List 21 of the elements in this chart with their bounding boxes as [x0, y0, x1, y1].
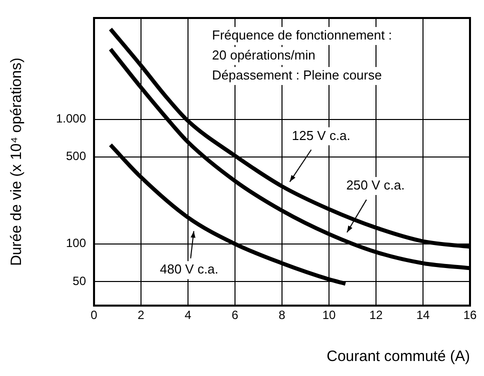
x-tick-label: 2	[138, 308, 145, 322]
y-axis-title: Durée de vie (x 10⁴ opérations)	[8, 58, 26, 266]
x-tick-label: 12	[369, 308, 383, 322]
annotation: 250 V c.a.	[346, 178, 405, 193]
annotation: Dépassement : Pleine course	[212, 68, 382, 83]
annotation: 480 V c.a.	[160, 262, 218, 277]
y-tick-label: 50	[72, 274, 86, 288]
x-tick-label: 8	[278, 308, 286, 322]
x-tick-label: 10	[322, 308, 336, 322]
y-tick-label: 1.000	[56, 112, 86, 126]
x-axis-title: Courant commuté (A)	[326, 348, 470, 366]
x-tick-label: 0	[90, 308, 98, 322]
x-tick-label: 4	[184, 308, 192, 322]
annotation: Fréquence de fonctionnement :	[212, 28, 392, 43]
y-tick-label: 100	[66, 236, 86, 250]
annotation: 125 V c.a.	[292, 128, 350, 143]
x-tick-label: 14	[416, 308, 430, 322]
annotation: 20 opérations/min	[212, 48, 316, 63]
y-tick-label: 500	[66, 149, 86, 164]
x-tick-label: 6	[232, 308, 239, 322]
x-tick-label: 16	[463, 308, 477, 322]
